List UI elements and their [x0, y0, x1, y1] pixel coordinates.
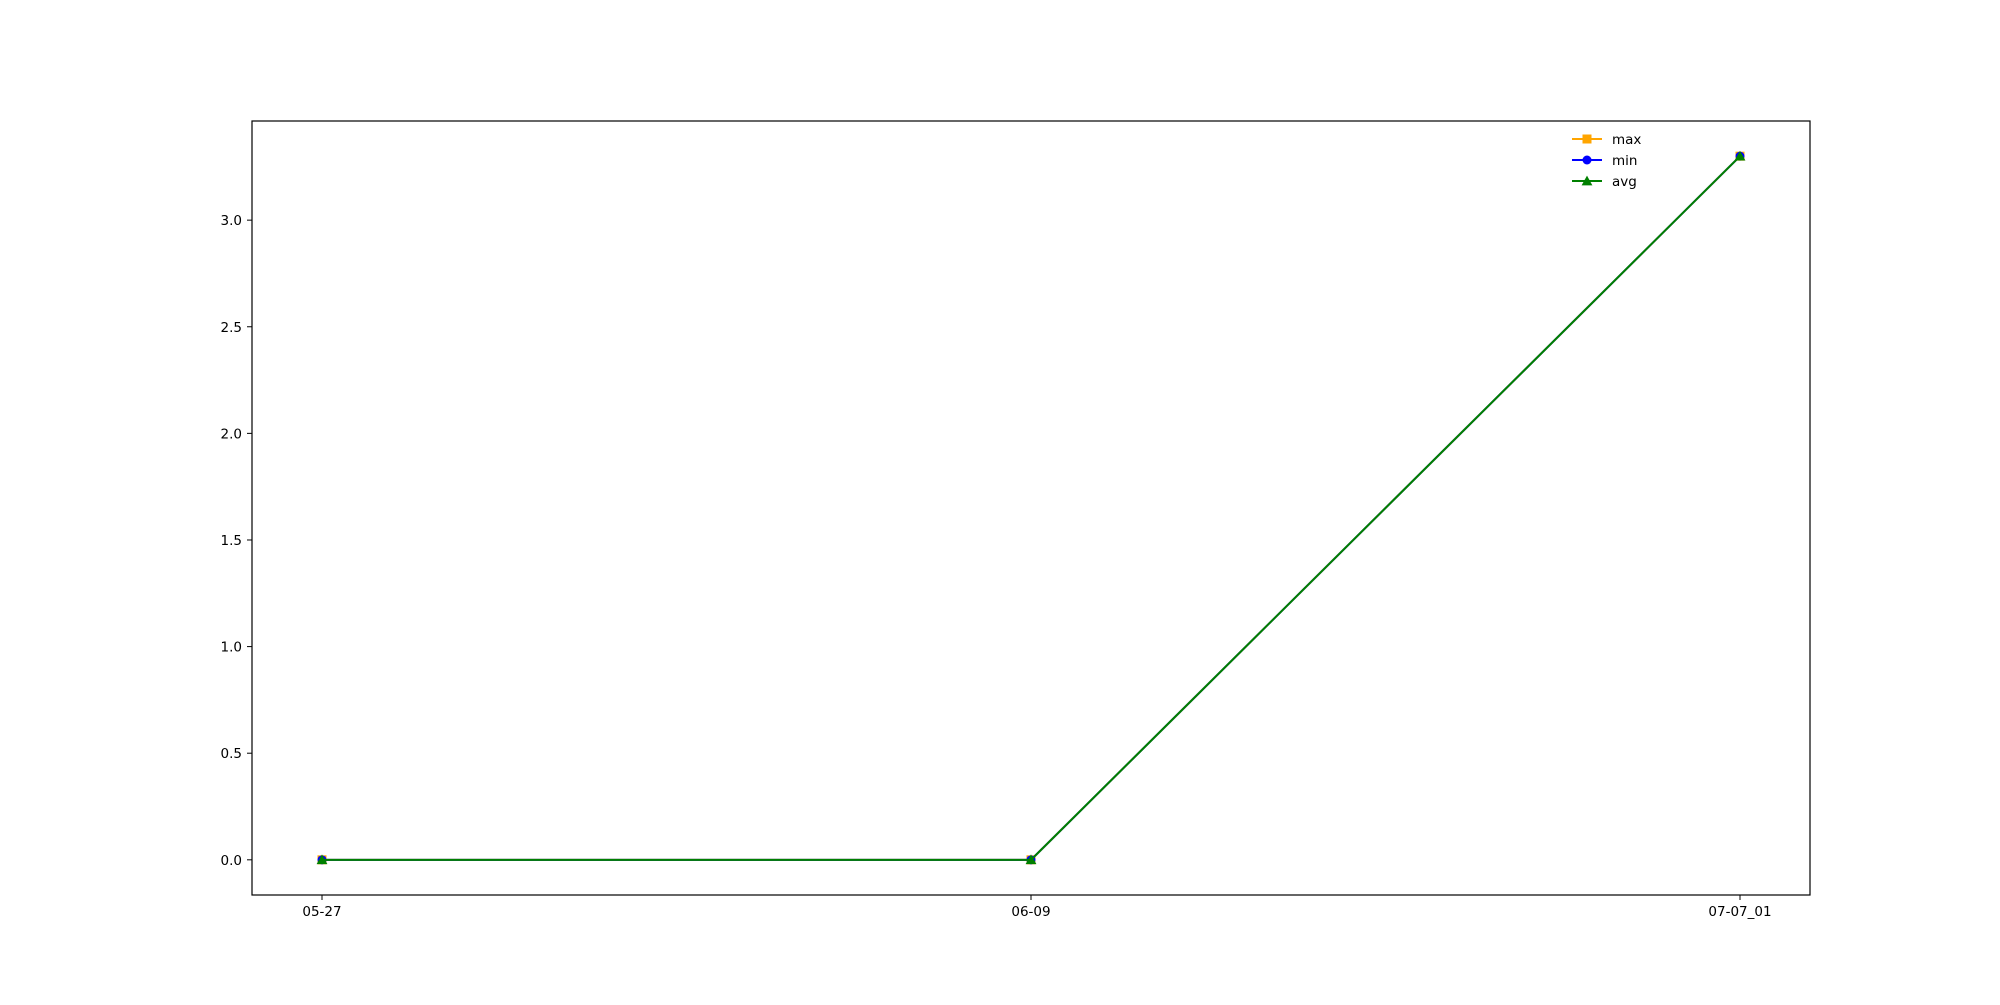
data-point-avg [1734, 150, 1746, 161]
y-tick-label: 3.0 [221, 213, 242, 229]
y-axis: 0.0 0.5 1.0 1.5 2.0 2.5 3.0 [221, 213, 252, 869]
legend-label: avg [1612, 174, 1637, 190]
series-line-avg [322, 155, 1741, 861]
legend-marker [1582, 134, 1592, 144]
y-tick-label: 2.5 [221, 320, 242, 336]
legend-item-avg: avg [1572, 174, 1637, 190]
y-tick-label: 1.0 [221, 640, 242, 656]
series-line-max [322, 155, 1741, 861]
x-axis: 05-27 06-09 07-07_01 [302, 895, 1772, 920]
y-tick-label: 0.0 [221, 853, 242, 869]
legend-marker [1581, 175, 1593, 186]
series-max [317, 151, 1745, 865]
series-avg [316, 150, 1746, 865]
plot-frame [251, 120, 1811, 896]
series-layer [316, 150, 1746, 865]
legend-label: min [1612, 153, 1637, 169]
legend-item-min: min [1572, 153, 1637, 169]
x-tick-label: 06-09 [1011, 904, 1050, 920]
data-point-avg [1025, 854, 1037, 865]
data-point-avg [316, 854, 328, 865]
x-tick-label: 05-27 [302, 904, 341, 920]
legend: max min avg [1572, 132, 1641, 190]
series-line-min [322, 155, 1741, 861]
y-tick-label: 1.5 [221, 533, 242, 549]
y-tick-label: 2.0 [221, 426, 242, 442]
legend-item-max: max [1572, 132, 1641, 148]
legend-marker [1582, 155, 1592, 165]
series-min [317, 151, 1745, 865]
y-tick-label: 0.5 [221, 746, 242, 762]
legend-label: max [1612, 132, 1641, 148]
x-tick-label: 07-07_01 [1708, 904, 1771, 920]
